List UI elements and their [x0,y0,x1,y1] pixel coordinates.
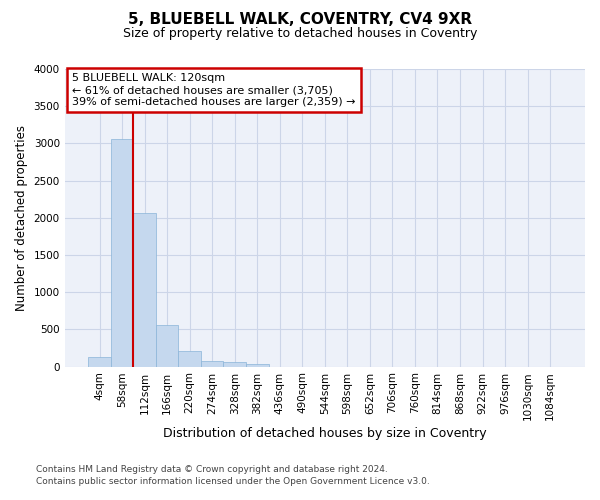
Y-axis label: Number of detached properties: Number of detached properties [15,125,28,311]
Bar [201,361,223,366]
Text: Size of property relative to detached houses in Coventry: Size of property relative to detached ho… [123,28,477,40]
Text: Contains HM Land Registry data © Crown copyright and database right 2024.: Contains HM Land Registry data © Crown c… [36,466,388,474]
Bar [223,362,246,366]
X-axis label: Distribution of detached houses by size in Coventry: Distribution of detached houses by size … [163,427,487,440]
Text: Contains public sector information licensed under the Open Government Licence v3: Contains public sector information licen… [36,477,430,486]
Text: 5 BLUEBELL WALK: 120sqm
← 61% of detached houses are smaller (3,705)
39% of semi: 5 BLUEBELL WALK: 120sqm ← 61% of detache… [73,74,356,106]
Text: 5, BLUEBELL WALK, COVENTRY, CV4 9XR: 5, BLUEBELL WALK, COVENTRY, CV4 9XR [128,12,472,28]
Bar [111,139,133,366]
Bar [246,364,269,366]
Bar [156,326,178,366]
Bar [133,212,156,366]
Bar [178,351,201,366]
Bar [88,357,111,366]
